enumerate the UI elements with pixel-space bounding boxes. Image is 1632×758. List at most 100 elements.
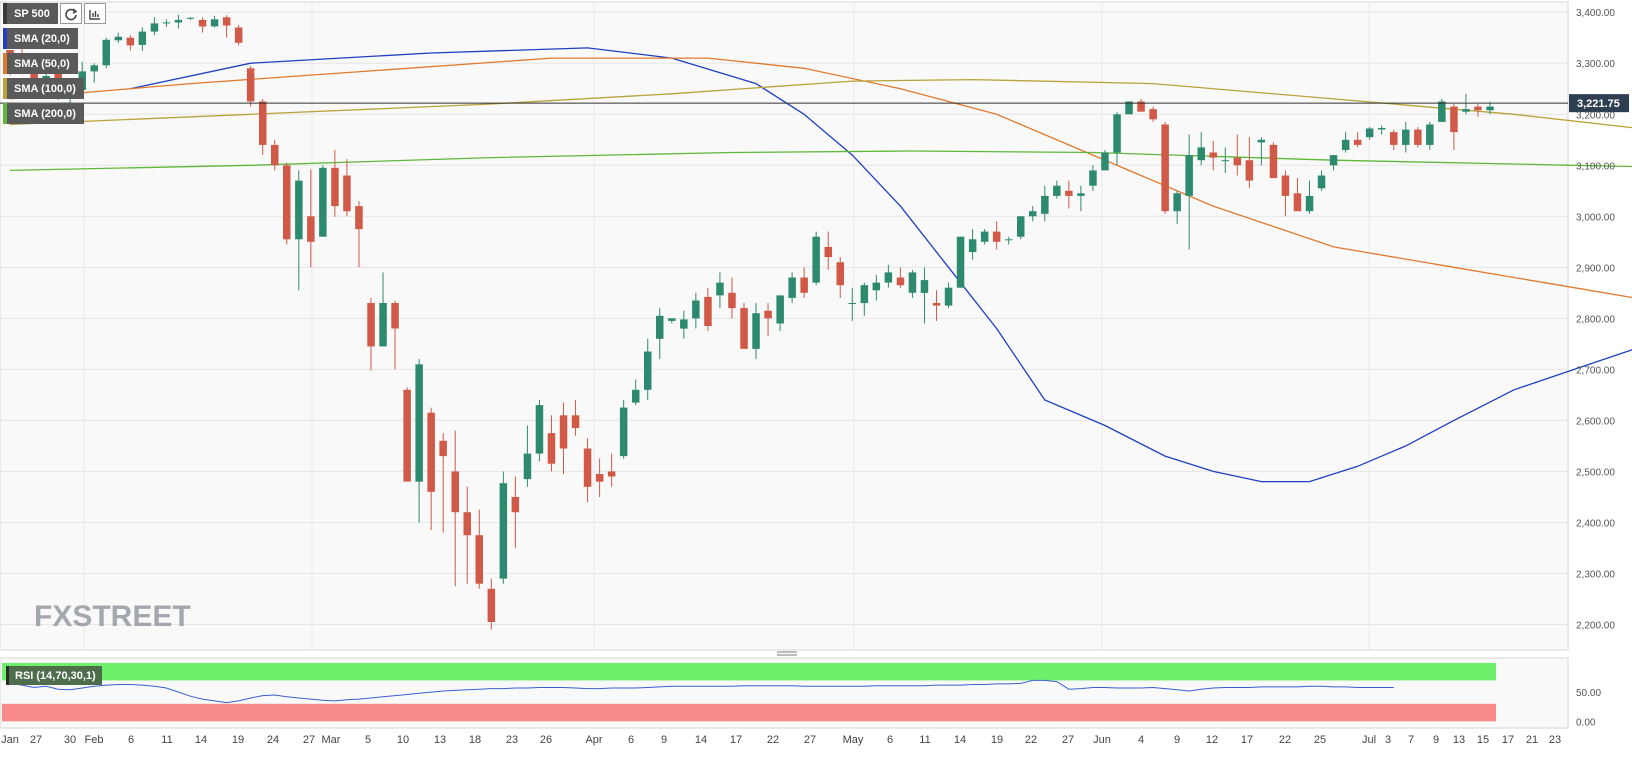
candle-body	[198, 19, 207, 27]
x-tick-label: 17	[730, 734, 742, 746]
candle	[439, 433, 447, 533]
candle-body	[1329, 155, 1338, 166]
refresh-icon[interactable]	[59, 3, 82, 24]
indicator-legend: SP 500 SMA (20,0) SMA (50,0) SMA (100,0)…	[3, 3, 106, 128]
candle-body	[1378, 128, 1386, 130]
symbol-label[interactable]: SP 500	[3, 3, 58, 24]
candle	[463, 486, 471, 584]
candle	[1161, 121, 1169, 214]
sma-100-label[interactable]: SMA (100,0)	[3, 78, 84, 99]
candle-body	[1365, 128, 1374, 138]
candle	[776, 295, 784, 332]
sma-50-label[interactable]: SMA (50,0)	[3, 53, 78, 74]
candle	[583, 438, 592, 503]
candle-body	[1257, 139, 1266, 143]
rsi-tick-label: 0.00	[1576, 717, 1596, 728]
sma-line	[9, 150, 1632, 172]
candle	[162, 19, 171, 28]
candle	[1305, 180, 1314, 214]
x-tick-label: 27	[303, 734, 315, 746]
candle	[1221, 147, 1229, 173]
candle-body	[355, 206, 363, 230]
panel-resize-handle[interactable]	[777, 651, 797, 656]
candle	[1017, 216, 1025, 240]
candle-body	[451, 471, 459, 513]
candle-body	[499, 483, 508, 579]
x-tick-label: 11	[161, 734, 172, 746]
candle-body	[860, 285, 869, 304]
candle	[355, 200, 363, 268]
candle-body	[764, 310, 772, 319]
x-tick-label: 23	[1549, 734, 1561, 746]
candle	[788, 272, 796, 304]
y-axis: 3,400.00 3,300.00 3,200.00 3,100.00 3,000.00…	[1576, 8, 1615, 631]
candle-body	[547, 433, 556, 464]
candle-body	[511, 496, 520, 513]
candle	[956, 236, 965, 288]
candle-body	[475, 535, 483, 584]
candle	[1101, 149, 1109, 171]
candle-body	[776, 295, 784, 324]
x-tick-label: 12	[1206, 734, 1218, 746]
y-tick-label: 2,900.00	[1576, 263, 1615, 274]
sma-20-label[interactable]: SMA (20,0)	[3, 28, 78, 49]
y-tick-label: 2,700.00	[1576, 365, 1615, 376]
candle-body	[90, 65, 98, 72]
candle-body	[740, 308, 748, 349]
candle-body	[956, 236, 965, 288]
candle	[1390, 129, 1398, 150]
candle	[283, 162, 291, 245]
bars-settings-icon[interactable]	[83, 3, 106, 24]
candle-body	[1390, 132, 1398, 145]
candle-body	[1209, 152, 1217, 158]
candle	[607, 453, 616, 487]
candle	[1341, 132, 1350, 153]
candle-body	[1173, 193, 1181, 212]
candle-body	[836, 262, 844, 286]
x-tick-label: 14	[695, 734, 707, 746]
x-tick-label: 22	[1279, 734, 1291, 746]
candle	[403, 387, 411, 482]
candle-body	[1402, 129, 1410, 145]
sma-line	[9, 57, 1632, 299]
y-tick-label: 2,300.00	[1576, 569, 1615, 580]
x-tick-label: 3	[1385, 734, 1391, 746]
y-tick-label: 2,200.00	[1576, 620, 1615, 631]
candle	[644, 338, 652, 400]
candle-body	[1474, 106, 1482, 111]
candle-body	[295, 180, 303, 240]
candle-body	[271, 144, 279, 166]
x-tick-label: 22	[767, 734, 779, 746]
candle-body	[1005, 239, 1013, 241]
candle-body	[968, 239, 977, 253]
watermark: FXSTREET	[34, 600, 191, 633]
candle-body	[1353, 139, 1362, 145]
candle	[1353, 132, 1362, 148]
x-tick-label: 26	[540, 734, 552, 746]
candle	[222, 15, 231, 38]
candle-body	[1414, 129, 1422, 145]
x-tick-label: Jul	[1362, 734, 1376, 746]
x-tick-label: 4	[1138, 734, 1144, 746]
candle	[908, 269, 917, 298]
candle	[1209, 140, 1217, 171]
candle-body	[415, 364, 423, 482]
candle	[186, 17, 195, 20]
candle	[980, 229, 989, 245]
candle-body	[138, 31, 147, 45]
candle	[968, 229, 977, 260]
candle-body	[824, 246, 832, 258]
current-price-box	[1569, 94, 1629, 113]
candle-body	[1426, 124, 1434, 145]
candle-body	[644, 351, 652, 390]
rsi-label[interactable]: RSI (14,70,30,1)	[6, 666, 102, 685]
candle-body	[583, 448, 592, 487]
candle-body	[210, 19, 219, 27]
x-tick-label: 17	[1241, 734, 1253, 746]
candle-body	[692, 300, 700, 319]
x-tick-label: 24	[267, 734, 279, 746]
candle-body	[944, 287, 953, 306]
sma-200-label[interactable]: SMA (200,0)	[3, 103, 84, 124]
candle-body	[174, 19, 183, 23]
